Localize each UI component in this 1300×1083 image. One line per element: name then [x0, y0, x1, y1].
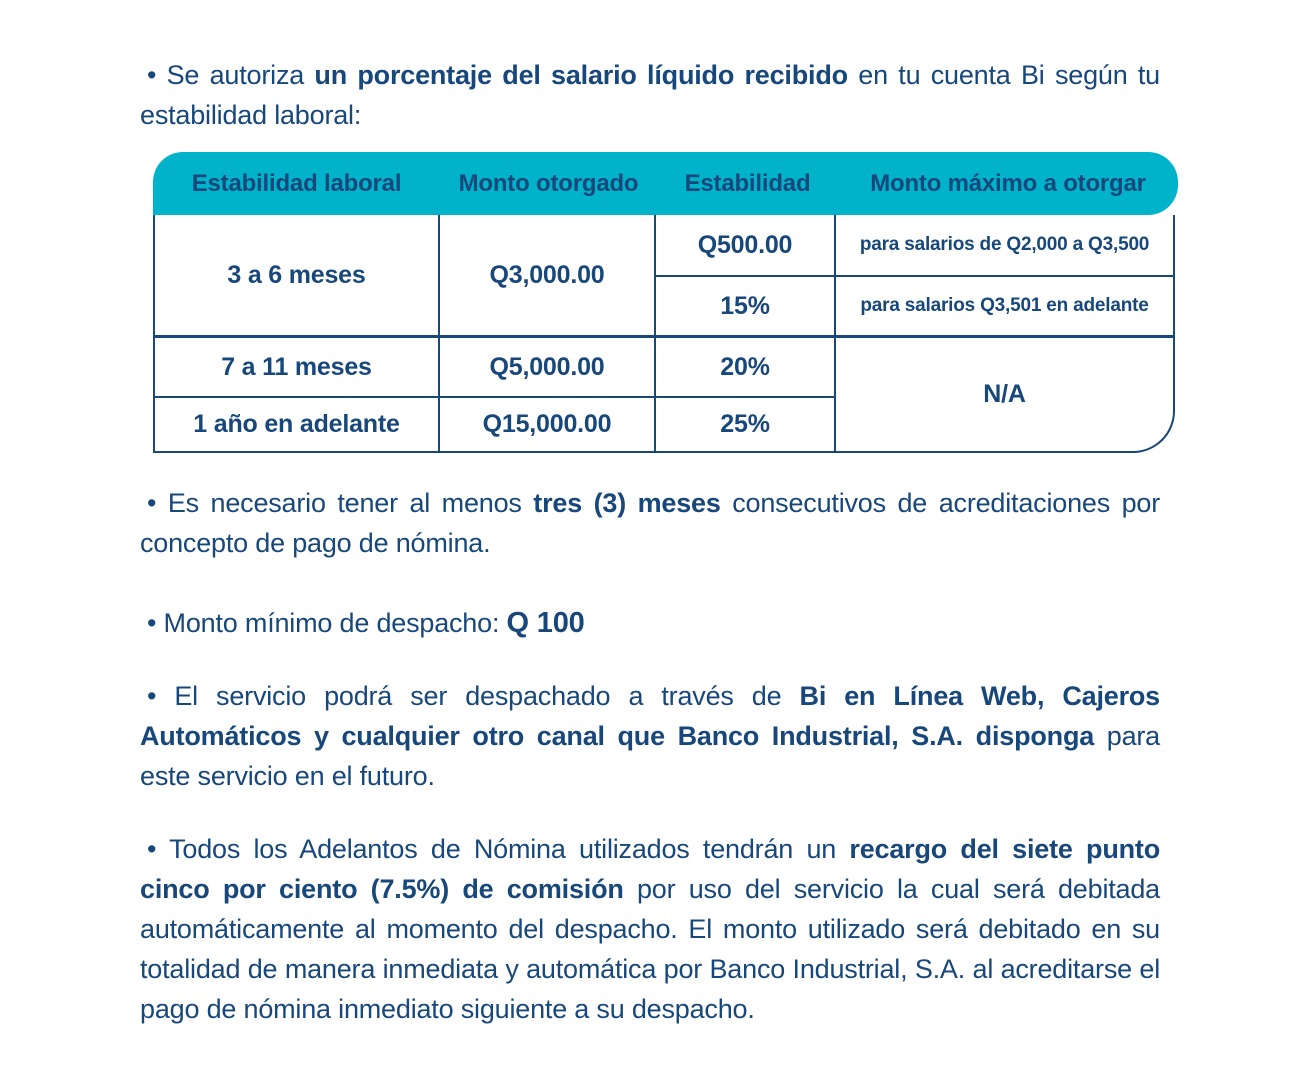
table-cell-row1-monto-otorgado: Q3,000.00: [440, 215, 656, 335]
table-body: 3 a 6 meses Q3,000.00 Q500.00 para salar…: [153, 215, 1175, 453]
table-cell-row1b-monto-maximo: para salarios Q3,501 en adelante: [836, 275, 1173, 335]
bullet-paragraph-min-amount: • Monto mínimo de despacho: Q 100: [140, 603, 1160, 643]
paragraph-text: • El servicio podrá ser despachado a tra…: [147, 681, 800, 711]
table-cell-row3-estabilidad: 25%: [656, 396, 836, 451]
bullet-paragraph-authorization: • Se autoriza un porcentaje del salario …: [140, 55, 1160, 135]
paragraph-text: • Todos los Adelantos de Nómina utilizad…: [147, 834, 850, 864]
table-header-monto-otorgado: Monto otorgado: [458, 169, 639, 197]
table-cell-row1a-monto-maximo: para salarios de Q2,000 a Q3,500: [859, 234, 1150, 255]
table-cell-row1a-estabilidad: Q500.00: [656, 215, 836, 275]
paragraph-text: consecutivos de acreditaciones por conce…: [140, 488, 1160, 558]
bullet-paragraph-min-months: • Es necesario tener al menos tres (3) m…: [140, 483, 1160, 563]
document-body: • Se autoriza un porcentaje del salario …: [140, 55, 1178, 1029]
paragraph-bold-text: tres (3) meses: [533, 488, 721, 518]
paragraph-text: • Monto mínimo de despacho:: [147, 608, 507, 638]
table-header-row: Estabilidad laboral Monto otorgado Estab…: [153, 152, 1178, 215]
paragraph-text: • Se autoriza: [147, 60, 315, 90]
paragraph-text: • Es necesario tener al menos: [147, 488, 534, 518]
paragraph-bold-text: un porcentaje del salario líquido recibi…: [314, 60, 848, 90]
table-cell-row2-estabilidad-laboral: 7 a 11 meses: [155, 335, 440, 396]
table-cell-row2-monto-otorgado: Q5,000.00: [440, 335, 656, 396]
paragraph-text: por uso del servicio la cual será debita…: [140, 874, 1160, 1024]
bullet-paragraph-commission: • Todos los Adelantos de Nómina utilizad…: [140, 829, 1160, 1029]
table-header-monto-maximo: Monto máximo a otorgar: [870, 169, 1146, 197]
stability-amount-table: Estabilidad laboral Monto otorgado Estab…: [153, 152, 1178, 453]
paragraph-bold-text: Q 100: [506, 607, 585, 639]
bullet-paragraph-channels: • El servicio podrá ser despachado a tra…: [140, 676, 1160, 796]
paragraph-text: para este servicio en el futuro.: [140, 721, 1160, 791]
paragraph-text: en tu cuenta Bi según tu estabilidad lab…: [140, 60, 1160, 130]
table-cell-row2-estabilidad: 20%: [656, 335, 836, 396]
table-cell-row3-estabilidad-laboral: 1 año en adelante: [155, 396, 440, 451]
table-header-estabilidad-laboral: Estabilidad laboral: [191, 169, 402, 197]
table-cell-row3-monto-otorgado: Q15,000.00: [440, 396, 656, 451]
table-cell-row2-3-monto-maximo-na: N/A: [836, 335, 1173, 451]
paragraph-bold-text: recargo del siete punto cinco por ciento…: [140, 834, 1161, 904]
paragraph-bold-text: Bi en Línea Web, Cajeros Automáticos y c…: [140, 681, 1161, 751]
table-cell-row1-estabilidad-laboral: 3 a 6 meses: [155, 215, 440, 335]
table-cell-row1b-estabilidad: 15%: [656, 275, 836, 335]
table-header-estabilidad: Estabilidad: [684, 169, 811, 197]
